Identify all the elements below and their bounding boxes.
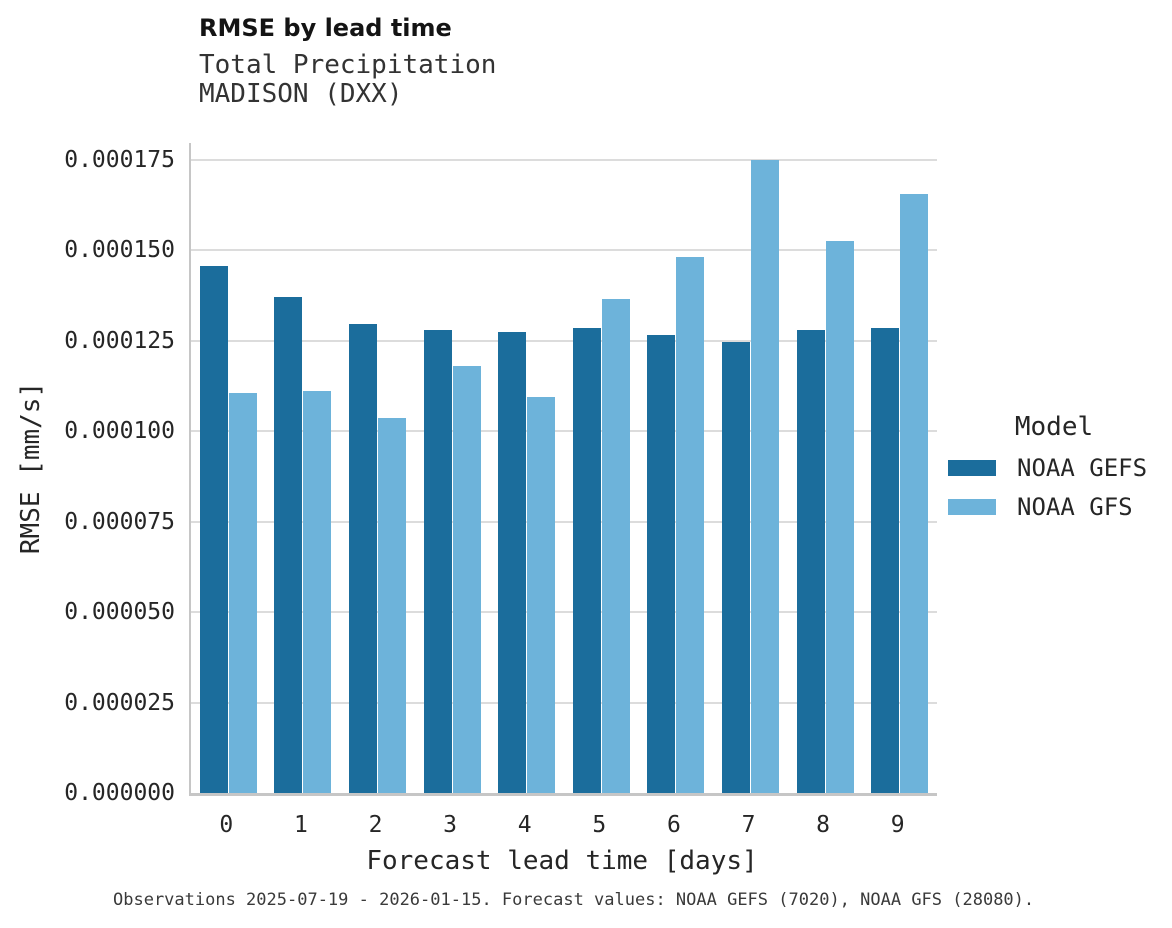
- x-tick-label-2: 2: [368, 812, 383, 838]
- bar-noaa-gfs-lead-5: [601, 299, 630, 793]
- chart-station-label: MADISON (DXX): [199, 79, 403, 109]
- y-tick-label-0.000125: 0.000125: [64, 327, 175, 354]
- bar-noaa-gfs-lead-7: [751, 159, 779, 793]
- x-tick-label-6: 6: [666, 812, 681, 838]
- bar-noaa-gefs-lead-2: [349, 324, 377, 793]
- bar-noaa-gfs-lead-3: [452, 365, 481, 793]
- y-tick-label-0.000025: 0.000025: [64, 689, 175, 716]
- chart-title: RMSE by lead time: [199, 14, 452, 42]
- bar-noaa-gfs-lead-9: [900, 194, 929, 793]
- y-tick-label-0.000100: 0.000100: [64, 418, 175, 445]
- y-axis-label: RMSE [mm/s]: [16, 381, 46, 555]
- gridline-0.000175: [191, 158, 937, 161]
- legend-title: Model: [1014, 412, 1094, 442]
- chart-subtitle: Total Precipitation: [199, 50, 497, 80]
- bar-noaa-gefs-lead-3: [423, 329, 452, 793]
- bar-noaa-gefs-lead-9: [871, 327, 900, 793]
- y-tick-label-0.000175: 0.000175: [64, 146, 175, 173]
- bar-noaa-gfs-lead-6: [676, 257, 705, 793]
- y-tick-label-0.000150: 0.000150: [64, 237, 175, 264]
- gridline-0.000025: [191, 701, 937, 704]
- gridline-0.000150: [191, 249, 937, 252]
- gridline-0.000075: [191, 520, 937, 523]
- plot-area: [189, 143, 937, 796]
- bar-noaa-gfs-lead-8: [825, 241, 854, 793]
- legend-label: NOAA GEFS: [1017, 454, 1148, 482]
- x-tick-label-0: 0: [219, 812, 234, 838]
- x-tick-label-7: 7: [741, 812, 756, 838]
- y-tick-label-0.000000: 0.000000: [64, 780, 175, 806]
- bar-noaa-gefs-lead-5: [572, 327, 601, 793]
- legend-swatch-icon: [948, 460, 996, 476]
- x-axis-label: Forecast lead time [days]: [366, 846, 758, 876]
- bar-noaa-gefs-lead-4: [498, 331, 527, 793]
- gridline-0.000100: [191, 430, 937, 433]
- bar-noaa-gefs-lead-0: [199, 266, 228, 793]
- legend-entry-noaa-gfs: NOAA GFS: [948, 493, 1160, 521]
- bar-noaa-gefs-lead-7: [722, 342, 750, 793]
- legend-label: NOAA GFS: [1017, 493, 1133, 521]
- bar-noaa-gfs-lead-2: [378, 418, 406, 793]
- bar-noaa-gfs-lead-0: [228, 393, 257, 793]
- x-tick-label-5: 5: [592, 812, 607, 838]
- legend: Model NOAA GEFS NOAA GFS: [948, 412, 1160, 532]
- gridline-0.000125: [191, 339, 937, 342]
- bar-noaa-gefs-lead-8: [796, 329, 825, 793]
- legend-swatch-icon: [948, 499, 996, 515]
- x-tick-label-9: 9: [890, 812, 905, 838]
- bar-noaa-gefs-lead-6: [647, 335, 676, 793]
- x-tick-label-8: 8: [816, 812, 831, 838]
- caption: Observations 2025-07-19 - 2026-01-15. Fo…: [113, 890, 1035, 910]
- bar-noaa-gfs-lead-4: [527, 396, 556, 793]
- x-tick-label-3: 3: [443, 812, 458, 838]
- x-tick-label-4: 4: [517, 812, 532, 838]
- bar-noaa-gfs-lead-1: [303, 391, 332, 793]
- y-tick-label-0.000075: 0.000075: [64, 508, 175, 535]
- legend-entry-noaa-gefs: NOAA GEFS: [948, 454, 1160, 482]
- y-tick-label-0.000050: 0.000050: [64, 599, 175, 626]
- gridline-0.000050: [191, 611, 937, 614]
- x-tick-label-1: 1: [293, 812, 308, 838]
- bar-noaa-gefs-lead-1: [274, 297, 303, 793]
